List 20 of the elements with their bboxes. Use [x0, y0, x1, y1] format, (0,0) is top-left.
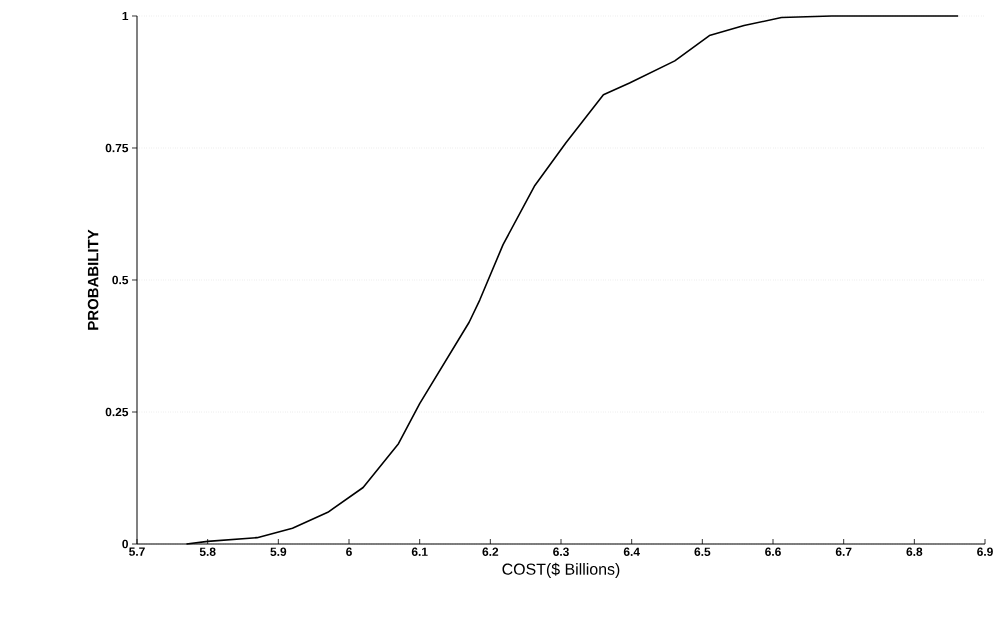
y-tick-label: 0.75 [105, 143, 129, 153]
y-tick-label: 1 [122, 11, 129, 21]
y-tick-label: 0 [122, 539, 128, 549]
y-axis-title: PROBABILITY [87, 229, 99, 330]
x-tick-label: 6.1 [411, 547, 428, 556]
x-tick-label: 6.5 [694, 547, 711, 556]
x-tick-label: 6.7 [835, 547, 852, 556]
x-axis-title: COST($ Billions) [502, 562, 620, 578]
y-tick-label: 0.25 [105, 407, 129, 417]
y-tick-label: 0.5 [112, 275, 129, 285]
x-tick-label: 6.2 [482, 547, 499, 556]
x-tick-label: 5.9 [270, 547, 287, 556]
x-tick-label: 6.3 [553, 547, 569, 557]
x-tick-label: 5.7 [129, 547, 145, 556]
x-tick-label: 6 [346, 547, 352, 556]
x-tick-label: 6.9 [977, 547, 993, 556]
x-tick-label: 6.6 [765, 547, 781, 556]
x-tick-label: 6.8 [906, 547, 923, 556]
x-tick-label: 5.8 [199, 547, 216, 556]
x-tick-label: 6.4 [623, 547, 640, 556]
